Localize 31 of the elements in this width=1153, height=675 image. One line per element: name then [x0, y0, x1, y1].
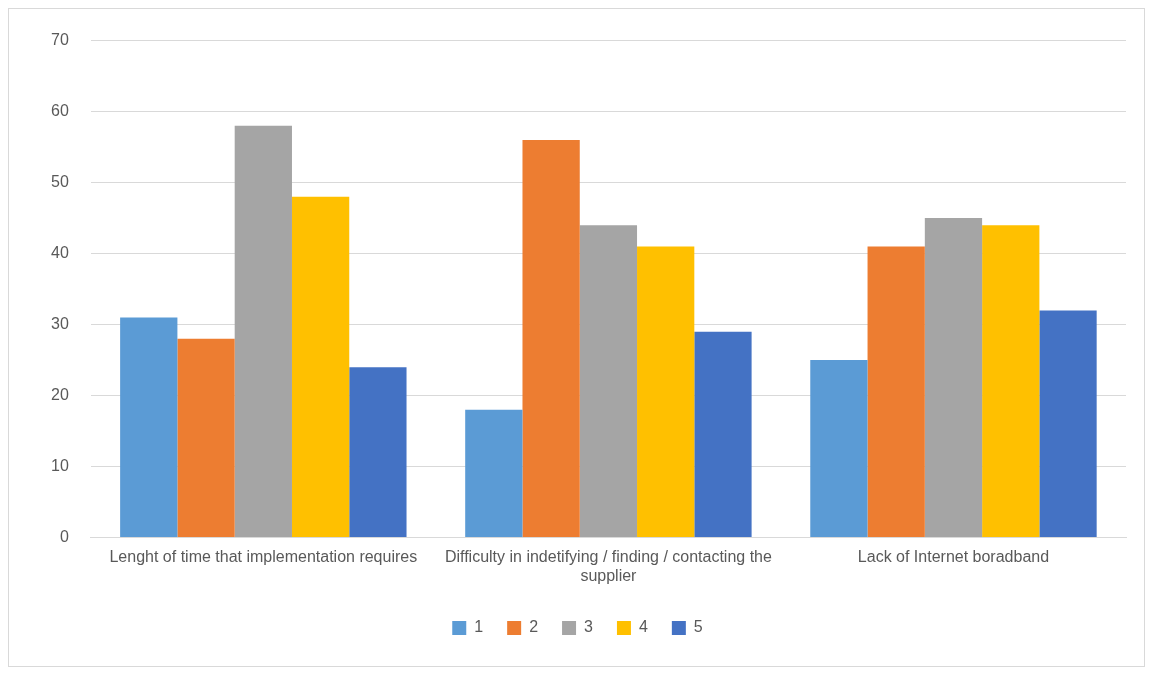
legend-label: 2 [529, 618, 539, 636]
bar [867, 246, 925, 538]
bar [579, 225, 638, 538]
y-tick-label: 60 [51, 102, 69, 120]
legend-label: 5 [693, 618, 703, 636]
bar [291, 196, 350, 538]
bar [177, 338, 235, 538]
y-tick-label: 0 [59, 528, 69, 546]
bar [234, 125, 292, 538]
y-tick-label: 20 [51, 386, 69, 404]
legend-label: 3 [584, 618, 594, 636]
x-tick-label: Lack of Internet boradband [857, 547, 1050, 565]
x-tick-label: Lenght of time that implementation requires [109, 547, 418, 565]
y-tick-label: 30 [51, 315, 69, 333]
bar [637, 246, 695, 538]
bar [924, 218, 983, 538]
bar [1039, 310, 1097, 538]
legend-label: 1 [474, 618, 484, 636]
x-tick-label: Difficulty in indetifying / finding / contacting the supplier [444, 547, 772, 584]
y-tick-label: 50 [51, 173, 69, 191]
bar [349, 367, 407, 538]
bar [810, 360, 868, 538]
legend-label: 4 [638, 618, 648, 636]
y-tick-label: 70 [51, 31, 69, 49]
bar [465, 409, 523, 538]
y-tick-label: 10 [51, 457, 69, 475]
bar [982, 225, 1040, 538]
bar [694, 331, 752, 538]
y-tick-label: 40 [51, 244, 69, 262]
bar [120, 317, 178, 538]
bar [522, 140, 580, 538]
